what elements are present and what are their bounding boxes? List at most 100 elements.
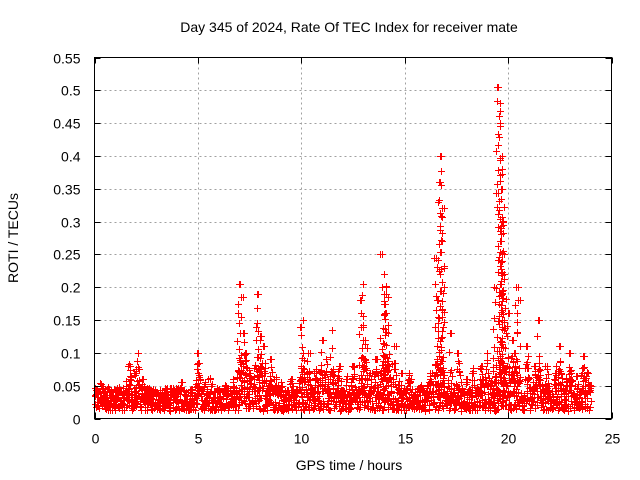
data-point — [278, 383, 285, 390]
data-point — [586, 388, 593, 395]
data-point — [542, 381, 549, 388]
data-point — [112, 407, 119, 414]
data-point — [457, 372, 464, 379]
data-point — [318, 349, 325, 356]
data-point — [437, 271, 444, 278]
data-point — [347, 406, 354, 413]
data-point — [455, 396, 462, 403]
data-point — [510, 359, 517, 366]
data-point — [513, 284, 520, 291]
data-point — [290, 383, 297, 390]
data-point — [288, 376, 295, 383]
data-point — [380, 372, 387, 379]
data-point — [242, 358, 249, 365]
data-point — [390, 405, 397, 412]
data-point — [483, 366, 490, 373]
data-point — [241, 379, 248, 386]
data-point — [255, 387, 262, 394]
data-point — [551, 376, 558, 383]
data-point — [268, 364, 275, 371]
data-point — [324, 390, 331, 397]
data-point — [238, 361, 245, 368]
data-point — [229, 390, 236, 397]
data-point — [493, 285, 500, 292]
data-point — [582, 401, 589, 408]
data-point — [503, 296, 510, 303]
data-point — [455, 350, 462, 357]
data-point — [406, 376, 413, 383]
data-point — [255, 291, 262, 298]
data-point — [494, 181, 501, 188]
data-point — [502, 377, 509, 384]
data-point — [385, 294, 392, 301]
data-point — [267, 391, 274, 398]
data-point — [497, 108, 504, 115]
data-point — [174, 396, 181, 403]
data-point — [298, 324, 305, 331]
data-point — [335, 382, 342, 389]
data-point — [418, 383, 425, 390]
data-point — [497, 120, 504, 127]
data-point — [249, 398, 256, 405]
data-point — [386, 351, 393, 358]
data-point — [127, 363, 134, 370]
data-point — [437, 153, 444, 160]
data-point — [194, 361, 201, 368]
data-point — [391, 343, 398, 350]
data-point — [558, 393, 565, 400]
data-point — [94, 389, 101, 396]
data-point — [571, 391, 578, 398]
data-point — [240, 330, 247, 337]
y-tick-label: 0.5 — [61, 83, 81, 99]
data-point — [233, 395, 240, 402]
data-point — [579, 405, 586, 412]
data-point — [500, 248, 507, 255]
data-point — [437, 338, 444, 345]
data-point — [438, 368, 445, 375]
data-point — [407, 397, 414, 404]
data-point — [362, 375, 369, 382]
data-point — [310, 406, 317, 413]
data-point — [330, 380, 337, 387]
data-point — [320, 388, 327, 395]
data-point — [495, 243, 502, 250]
data-point — [479, 371, 486, 378]
data-point — [196, 385, 203, 392]
data-point — [466, 396, 473, 403]
data-point — [195, 384, 202, 391]
data-point — [499, 380, 506, 387]
data-point — [484, 360, 491, 367]
data-point — [380, 407, 387, 414]
data-point — [542, 400, 549, 407]
data-point — [261, 368, 268, 375]
data-point — [464, 376, 471, 383]
data-point — [437, 179, 444, 186]
data-point — [471, 382, 478, 389]
data-point — [139, 376, 146, 383]
y-tick-label: 0.15 — [53, 313, 80, 329]
data-point — [388, 389, 395, 396]
data-point — [441, 319, 448, 326]
data-point — [496, 321, 503, 328]
data-point — [306, 369, 313, 376]
data-point — [368, 389, 375, 396]
data-point — [305, 350, 312, 357]
data-point — [367, 370, 374, 377]
data-point — [350, 395, 357, 402]
data-point — [457, 392, 464, 399]
data-point — [552, 377, 559, 384]
data-point — [197, 376, 204, 383]
data-point — [241, 339, 248, 346]
data-point — [556, 366, 563, 373]
data-point — [232, 396, 239, 403]
data-point — [381, 399, 388, 406]
data-point — [555, 374, 562, 381]
data-point — [575, 381, 582, 388]
data-point — [318, 400, 325, 407]
data-point — [384, 368, 391, 375]
data-point — [451, 407, 458, 414]
data-point — [179, 400, 186, 407]
data-point — [241, 391, 248, 398]
data-point — [449, 373, 456, 380]
data-point — [436, 197, 443, 204]
